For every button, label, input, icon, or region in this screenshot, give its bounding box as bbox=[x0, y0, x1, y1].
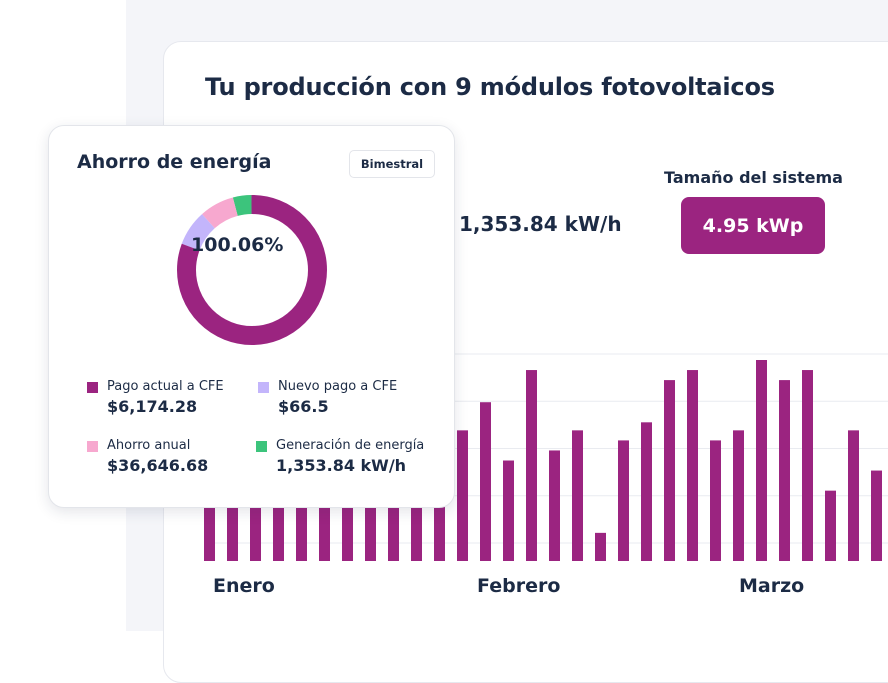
legend-swatch bbox=[258, 382, 269, 393]
chart-bar bbox=[204, 500, 215, 561]
chart-month-label: Enero bbox=[213, 575, 275, 597]
legend-label: Nuevo pago a CFE bbox=[278, 379, 398, 394]
chart-bar bbox=[526, 370, 537, 561]
chart-bar bbox=[457, 430, 468, 561]
energy-production-value: 1,353.84 kW/h bbox=[459, 212, 622, 236]
chart-bar bbox=[342, 500, 353, 561]
chart-bar bbox=[296, 500, 307, 561]
chart-bar bbox=[687, 370, 698, 561]
legend-swatch bbox=[87, 441, 98, 452]
legend-label: Generación de energía bbox=[276, 438, 425, 453]
chart-bar bbox=[710, 440, 721, 561]
legend-value: $66.5 bbox=[278, 397, 329, 416]
chart-month-label: Febrero bbox=[477, 575, 560, 597]
chart-bar bbox=[434, 500, 445, 561]
chart-bar bbox=[250, 500, 261, 561]
legend-swatch bbox=[87, 382, 98, 393]
chart-bar bbox=[319, 500, 330, 561]
chart-bar bbox=[848, 430, 859, 561]
chart-bar bbox=[825, 490, 836, 561]
chart-bar bbox=[549, 450, 560, 561]
donut-segment-pago-actual bbox=[177, 195, 327, 345]
legend-label: Ahorro anual bbox=[107, 438, 191, 453]
system-size-label: Tamaño del sistema bbox=[664, 168, 843, 187]
chart-bar bbox=[664, 380, 675, 561]
chart-bar bbox=[618, 440, 629, 561]
energy-savings-card: Ahorro de energía Bimestral 100.06% Pago… bbox=[48, 125, 455, 508]
chart-bar bbox=[365, 500, 376, 561]
chart-bar bbox=[388, 500, 399, 561]
legend-value: $36,646.68 bbox=[107, 456, 209, 475]
chart-bar bbox=[411, 500, 422, 561]
legend-swatch bbox=[256, 441, 267, 452]
production-title: Tu producción con 9 módulos fotovoltaico… bbox=[205, 73, 775, 101]
chart-bar bbox=[756, 360, 767, 561]
savings-title: Ahorro de energía bbox=[77, 151, 272, 173]
chart-bar bbox=[503, 460, 514, 561]
system-size-badge: 4.95 kWp bbox=[681, 197, 825, 254]
legend-value: $6,174.28 bbox=[107, 397, 198, 416]
chart-month-label: Marzo bbox=[739, 575, 804, 597]
savings-donut-chart bbox=[177, 195, 327, 345]
legend-label: Pago actual a CFE bbox=[107, 379, 224, 394]
chart-bar bbox=[227, 500, 238, 561]
production-bar-chart: Enero Febrero Marzo bbox=[204, 353, 888, 597]
chart-bar bbox=[572, 430, 583, 561]
chart-bar bbox=[595, 532, 606, 561]
legend-value: 1,353.84 kW/h bbox=[276, 456, 407, 475]
chart-bar bbox=[779, 380, 790, 561]
chart-bar bbox=[273, 500, 284, 561]
chart-bar bbox=[802, 370, 813, 561]
savings-percentage: 100.06% bbox=[191, 234, 284, 256]
chart-bar bbox=[480, 402, 491, 561]
chart-bar bbox=[733, 430, 744, 561]
chart-bar bbox=[641, 422, 652, 561]
chart-bar bbox=[871, 470, 882, 561]
period-selector-button[interactable]: Bimestral bbox=[349, 150, 435, 178]
